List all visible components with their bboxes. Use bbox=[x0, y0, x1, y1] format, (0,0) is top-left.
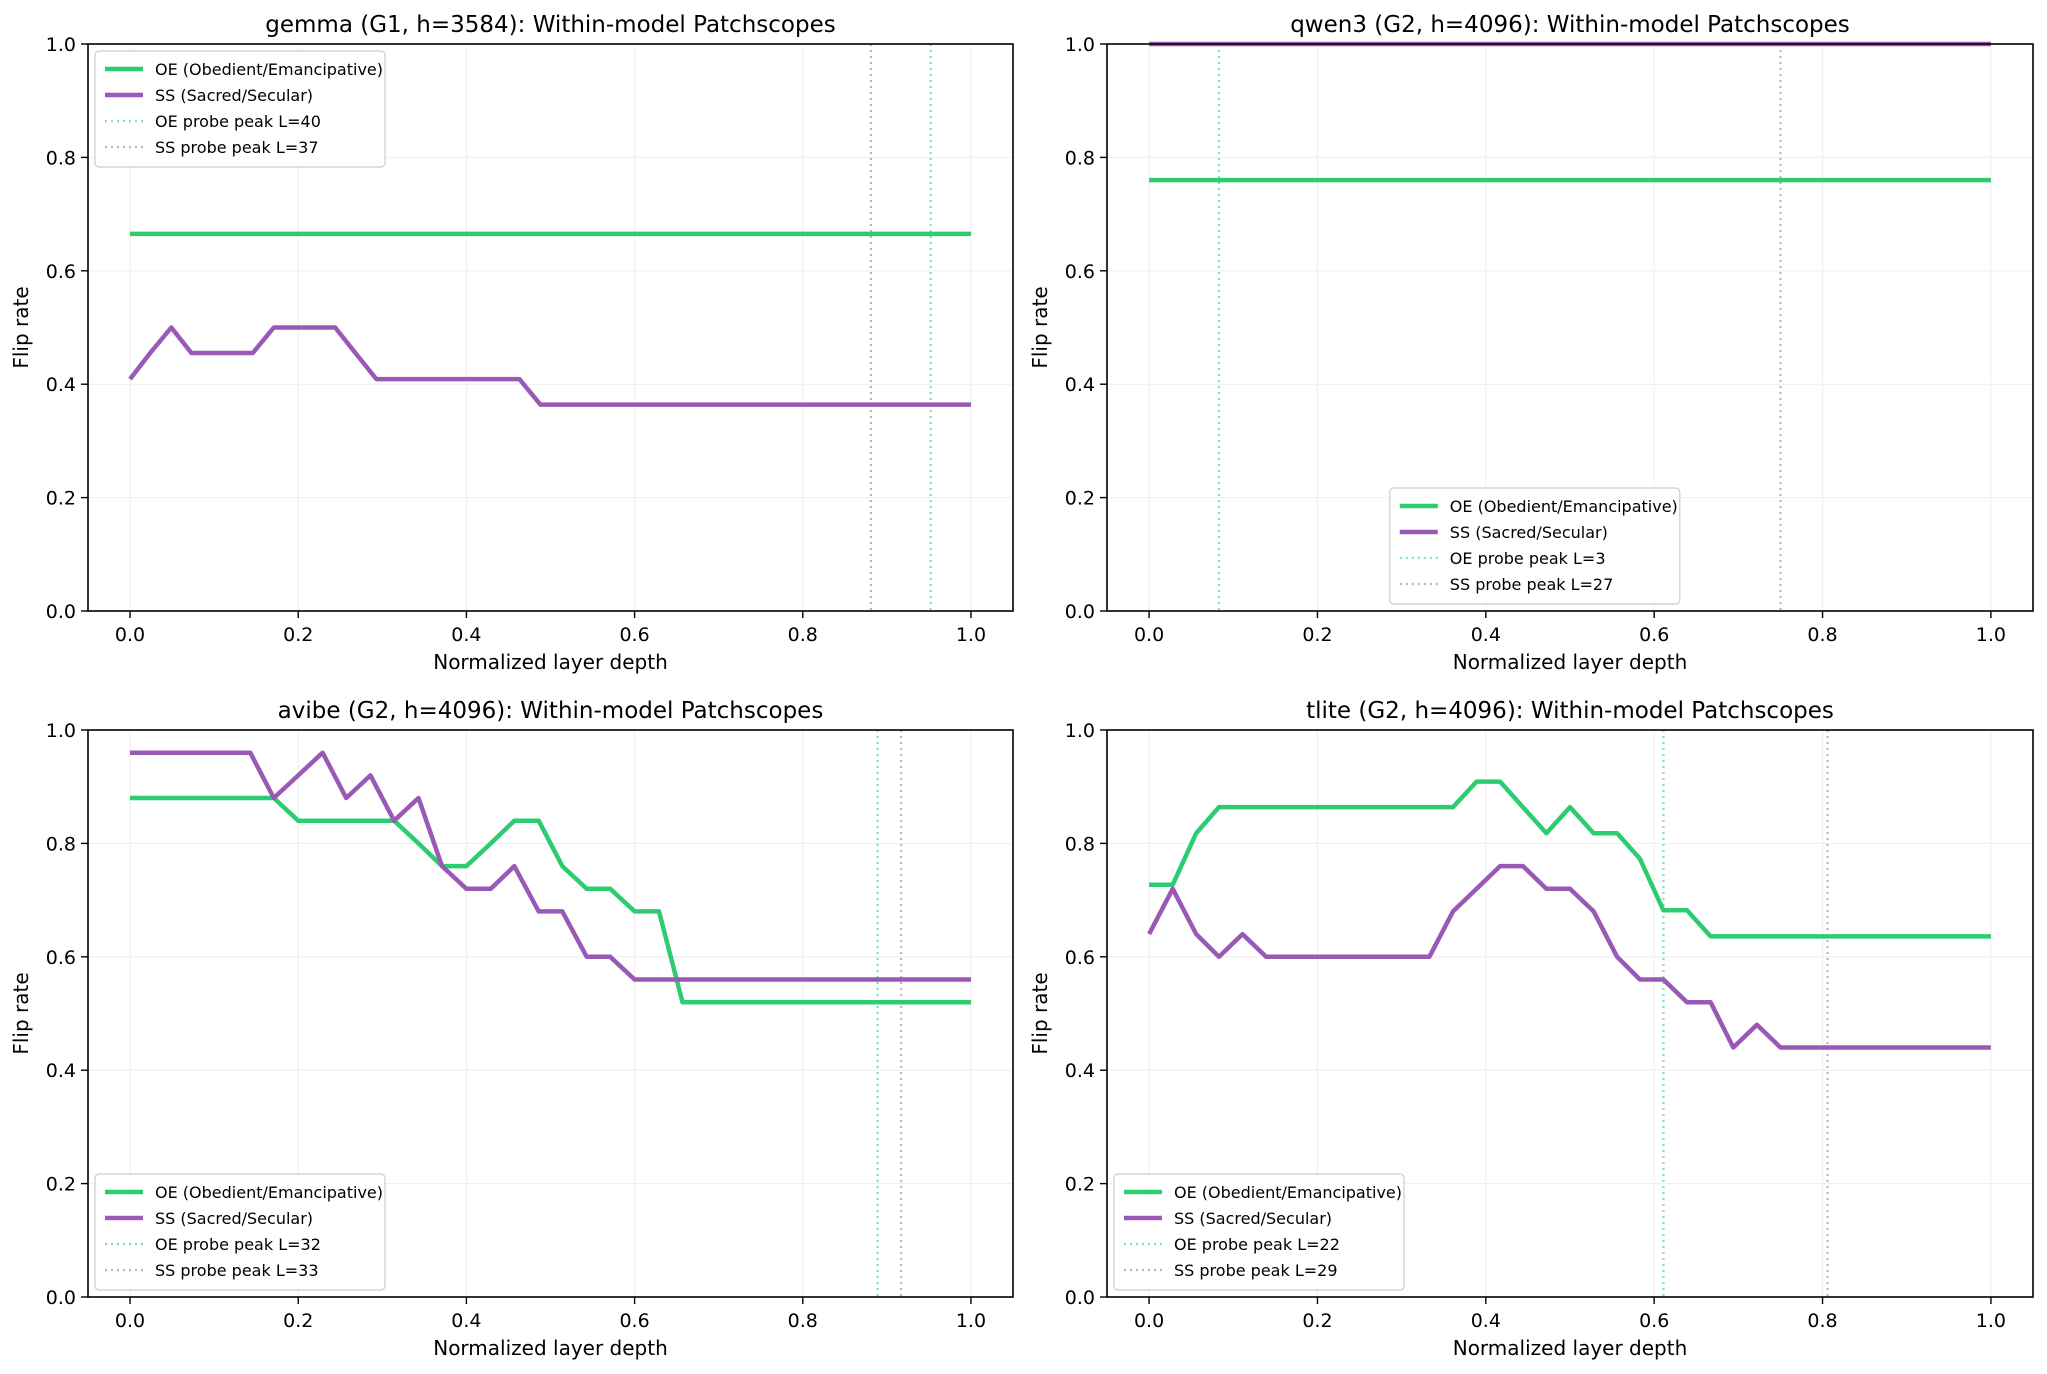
y-tick-label: 0.8 bbox=[46, 147, 76, 169]
x-axis-label: Normalized layer depth bbox=[1453, 650, 1688, 674]
y-axis-label: Flip rate bbox=[1028, 972, 1052, 1054]
x-tick-label: 0.0 bbox=[1134, 1310, 1164, 1332]
legend-box bbox=[94, 50, 386, 168]
x-tick-label: 0.4 bbox=[1471, 1310, 1501, 1332]
y-tick-label: 0.0 bbox=[46, 601, 76, 623]
chart-title: gemma (G1, h=3584): Within-model Patchsc… bbox=[265, 12, 835, 38]
chart-title: avibe (G2, h=4096): Within-model Patchsc… bbox=[278, 698, 824, 724]
x-tick-label: 0.8 bbox=[1807, 1310, 1837, 1332]
x-tick-label: 1.0 bbox=[956, 624, 986, 646]
y-tick-label: 1.0 bbox=[46, 34, 76, 56]
legend-box bbox=[94, 1173, 386, 1291]
y-axis-label: Flip rate bbox=[9, 972, 33, 1054]
x-axis-label: Normalized layer depth bbox=[433, 1336, 668, 1360]
legend-entry-oe-peak-label: OE probe peak L=32 bbox=[155, 1235, 321, 1254]
x-tick-label: 0.2 bbox=[283, 1310, 313, 1332]
grid bbox=[88, 729, 1013, 1298]
axes-frame bbox=[1106, 43, 2034, 612]
y-tick-label: 0.8 bbox=[46, 833, 76, 855]
axes-frame bbox=[87, 729, 1014, 1298]
chart-title: qwen3 (G2, h=4096): Within-model Patchsc… bbox=[1290, 12, 1850, 38]
legend-entry-ss-peak-label: SS probe peak L=33 bbox=[155, 1261, 319, 1280]
y-tick-label: 0.6 bbox=[1065, 261, 1095, 283]
legend: OE (Obedient/Emancipative) SS (Sacred/Sec… bbox=[94, 1173, 386, 1291]
x-tick-label: 0.0 bbox=[1134, 624, 1164, 646]
y-tick-label: 0.8 bbox=[1065, 147, 1095, 169]
legend-entry-oe-label: OE (Obedient/Emancipative) bbox=[1174, 1183, 1402, 1202]
x-tick-label: 0.2 bbox=[283, 624, 313, 646]
y-tick-label: 0.0 bbox=[1065, 1287, 1095, 1309]
y-tick-label: 1.0 bbox=[46, 720, 76, 742]
legend-entry-oe-peak-label: OE probe peak L=40 bbox=[155, 112, 321, 131]
y-tick-label: 0.6 bbox=[46, 261, 76, 283]
y-tick-label: 1.0 bbox=[1065, 34, 1095, 56]
legend-entry-ss-peak-label: SS probe peak L=27 bbox=[1450, 575, 1614, 594]
chart-panel-2: 0.0 0.2 0.4 0.6 0.8 1.0 0.0 0.2 0.4 0.6 0.8 1.0 qwen… bbox=[1028, 12, 2034, 674]
y-tick-label: 0.2 bbox=[46, 488, 76, 510]
legend-entry-oe-peak-label: OE probe peak L=22 bbox=[1174, 1235, 1340, 1254]
y-tick-label: 0.0 bbox=[46, 1287, 76, 1309]
legend-entry-ss-label: SS (Sacred/Secular) bbox=[1450, 523, 1608, 542]
axes-frame bbox=[1106, 729, 2034, 1298]
y-tick-label: 0.0 bbox=[1065, 601, 1095, 623]
ss-series-line bbox=[128, 325, 971, 407]
x-axis-label: Normalized layer depth bbox=[1453, 1336, 1688, 1360]
x-tick-label: 0.8 bbox=[788, 1310, 818, 1332]
x-tick-label: 1.0 bbox=[1976, 1310, 2006, 1332]
legend-entry-ss-label: SS (Sacred/Secular) bbox=[155, 1209, 313, 1228]
ss-series-line bbox=[1147, 863, 1991, 1050]
oe-series-line bbox=[1149, 779, 1991, 939]
y-tick-label: 0.4 bbox=[46, 1060, 76, 1082]
x-tick-label: 0.6 bbox=[619, 624, 649, 646]
chart-panel-1: 0.0 0.2 0.4 0.6 0.8 1.0 0.0 0.2 0.4 0.6 0.8 1.0 gemm… bbox=[9, 12, 1014, 674]
legend: OE (Obedient/Emancipative) SS (Sacred/Sec… bbox=[1389, 487, 1681, 605]
x-tick-label: 0.2 bbox=[1302, 1310, 1332, 1332]
x-tick-label: 0.2 bbox=[1302, 624, 1332, 646]
x-tick-label: 0.6 bbox=[1639, 1310, 1669, 1332]
x-axis-label: Normalized layer depth bbox=[433, 650, 668, 674]
x-tick-label: 1.0 bbox=[956, 1310, 986, 1332]
x-tick-label: 0.8 bbox=[1807, 624, 1837, 646]
legend-entry-ss-peak-label: SS probe peak L=29 bbox=[1174, 1261, 1338, 1280]
x-tick-label: 0.6 bbox=[1639, 624, 1669, 646]
x-tick-label: 0.8 bbox=[788, 624, 818, 646]
legend-entry-oe-label: OE (Obedient/Emancipative) bbox=[155, 60, 383, 79]
y-axis-label: Flip rate bbox=[1028, 286, 1052, 368]
y-tick-label: 0.6 bbox=[46, 947, 76, 969]
y-tick-label: 0.6 bbox=[1065, 947, 1095, 969]
legend: OE (Obedient/Emancipative) SS (Sacred/Sec… bbox=[94, 50, 386, 168]
legend-box bbox=[1113, 1173, 1405, 1291]
y-tick-label: 0.2 bbox=[1065, 488, 1095, 510]
legend-entry-ss-label: SS (Sacred/Secular) bbox=[1174, 1209, 1332, 1228]
y-tick-label: 0.2 bbox=[1065, 1174, 1095, 1196]
y-tick-label: 0.4 bbox=[46, 374, 76, 396]
legend-entry-oe-label: OE (Obedient/Emancipative) bbox=[1450, 497, 1678, 516]
y-tick-label: 0.8 bbox=[1065, 833, 1095, 855]
y-tick-label: 0.2 bbox=[46, 1174, 76, 1196]
legend: OE (Obedient/Emancipative) SS (Sacred/Sec… bbox=[1113, 1173, 1405, 1291]
x-tick-label: 0.6 bbox=[619, 1310, 649, 1332]
y-tick-label: 1.0 bbox=[1065, 720, 1095, 742]
y-tick-label: 0.4 bbox=[1065, 374, 1095, 396]
legend-entry-oe-peak-label: OE probe peak L=3 bbox=[1450, 549, 1606, 568]
chart-panel-3: 0.0 0.2 0.4 0.6 0.8 1.0 0.0 0.2 0.4 0.6 0.8 1.0 avib… bbox=[9, 698, 1014, 1360]
y-axis-label: Flip rate bbox=[9, 286, 33, 368]
legend-entry-oe-label: OE (Obedient/Emancipative) bbox=[155, 1183, 383, 1202]
x-tick-label: 0.0 bbox=[115, 1310, 145, 1332]
chart-panel-4: 0.0 0.2 0.4 0.6 0.8 1.0 0.0 0.2 0.4 0.6 0.8 1.0 tlit… bbox=[1028, 698, 2034, 1360]
y-tick-label: 0.4 bbox=[1065, 1060, 1095, 1082]
x-tick-label: 0.0 bbox=[115, 624, 145, 646]
legend-entry-ss-peak-label: SS probe peak L=37 bbox=[155, 138, 319, 157]
oe-series-line bbox=[130, 795, 971, 1005]
ss-series-line bbox=[130, 750, 971, 982]
legend-entry-ss-label: SS (Sacred/Secular) bbox=[155, 86, 313, 105]
chart-title: tlite (G2, h=4096): Within-model Patchsc… bbox=[1306, 698, 1834, 724]
legend-box bbox=[1389, 487, 1681, 605]
x-tick-label: 0.4 bbox=[1471, 624, 1501, 646]
x-tick-label: 0.4 bbox=[451, 624, 481, 646]
x-tick-label: 0.4 bbox=[451, 1310, 481, 1332]
x-tick-label: 1.0 bbox=[1976, 624, 2006, 646]
axes-frame bbox=[87, 43, 1014, 612]
